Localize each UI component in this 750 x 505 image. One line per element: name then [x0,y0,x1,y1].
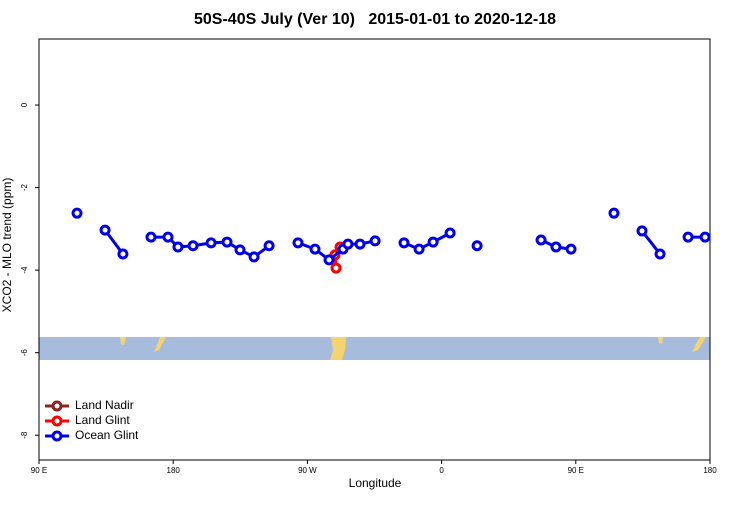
data-point [682,231,694,243]
y-tick-label: -4 [20,266,29,274]
x-tick-label: 90 E [31,466,47,475]
x-tick-label: 180 [703,466,717,475]
legend-label: Ocean Glint [75,428,139,442]
chart-title: 50S-40S July (Ver 10) 2015-01-01 to 2020… [194,11,556,28]
data-point [187,240,199,252]
y-tick-label: -2 [20,183,29,191]
data-point [550,241,562,253]
y-tick-label: 0 [20,102,29,107]
data-point [699,231,711,243]
x-tick-label: 90 E [568,466,584,475]
map-strip [39,337,710,360]
x-axis-label: Longitude [349,476,402,490]
data-point [471,240,483,252]
data-point [117,248,129,260]
data-point [145,231,157,243]
y-tick-label: -6 [20,349,29,357]
legend-marker [51,430,63,442]
data-point [535,234,547,246]
x-tick-label: 90 W [298,466,317,475]
data-point [427,236,439,248]
data-point [99,224,111,236]
data-point [369,235,381,247]
data-point [248,251,260,263]
data-point [263,240,275,252]
data-point [71,207,83,219]
plot-frame [38,38,711,461]
data-point [636,225,648,237]
data-point [354,238,366,250]
data-point [205,237,217,249]
data-point [172,241,184,253]
x-tick-label: 180 [167,466,181,475]
legend-marker [51,400,63,412]
y-tick-label: -8 [20,431,29,439]
data-point [292,237,304,249]
legend-marker [51,415,63,427]
data-point [413,243,425,255]
x-tick-label: 0 [439,466,444,475]
data-point [221,236,233,248]
data-point [234,244,246,256]
data-point [323,254,335,266]
data-point [444,227,456,239]
data-point [565,243,577,255]
data-point [330,262,342,274]
data-point [654,248,666,260]
data-point [162,231,174,243]
data-point [309,243,321,255]
legend-label: Land Glint [75,413,130,427]
data-point [608,207,620,219]
data-point [342,238,354,250]
y-axis-label: XCO2 - MLO trend (ppm) [0,178,14,313]
data-point [398,237,410,249]
legend-label: Land Nadir [75,398,134,412]
